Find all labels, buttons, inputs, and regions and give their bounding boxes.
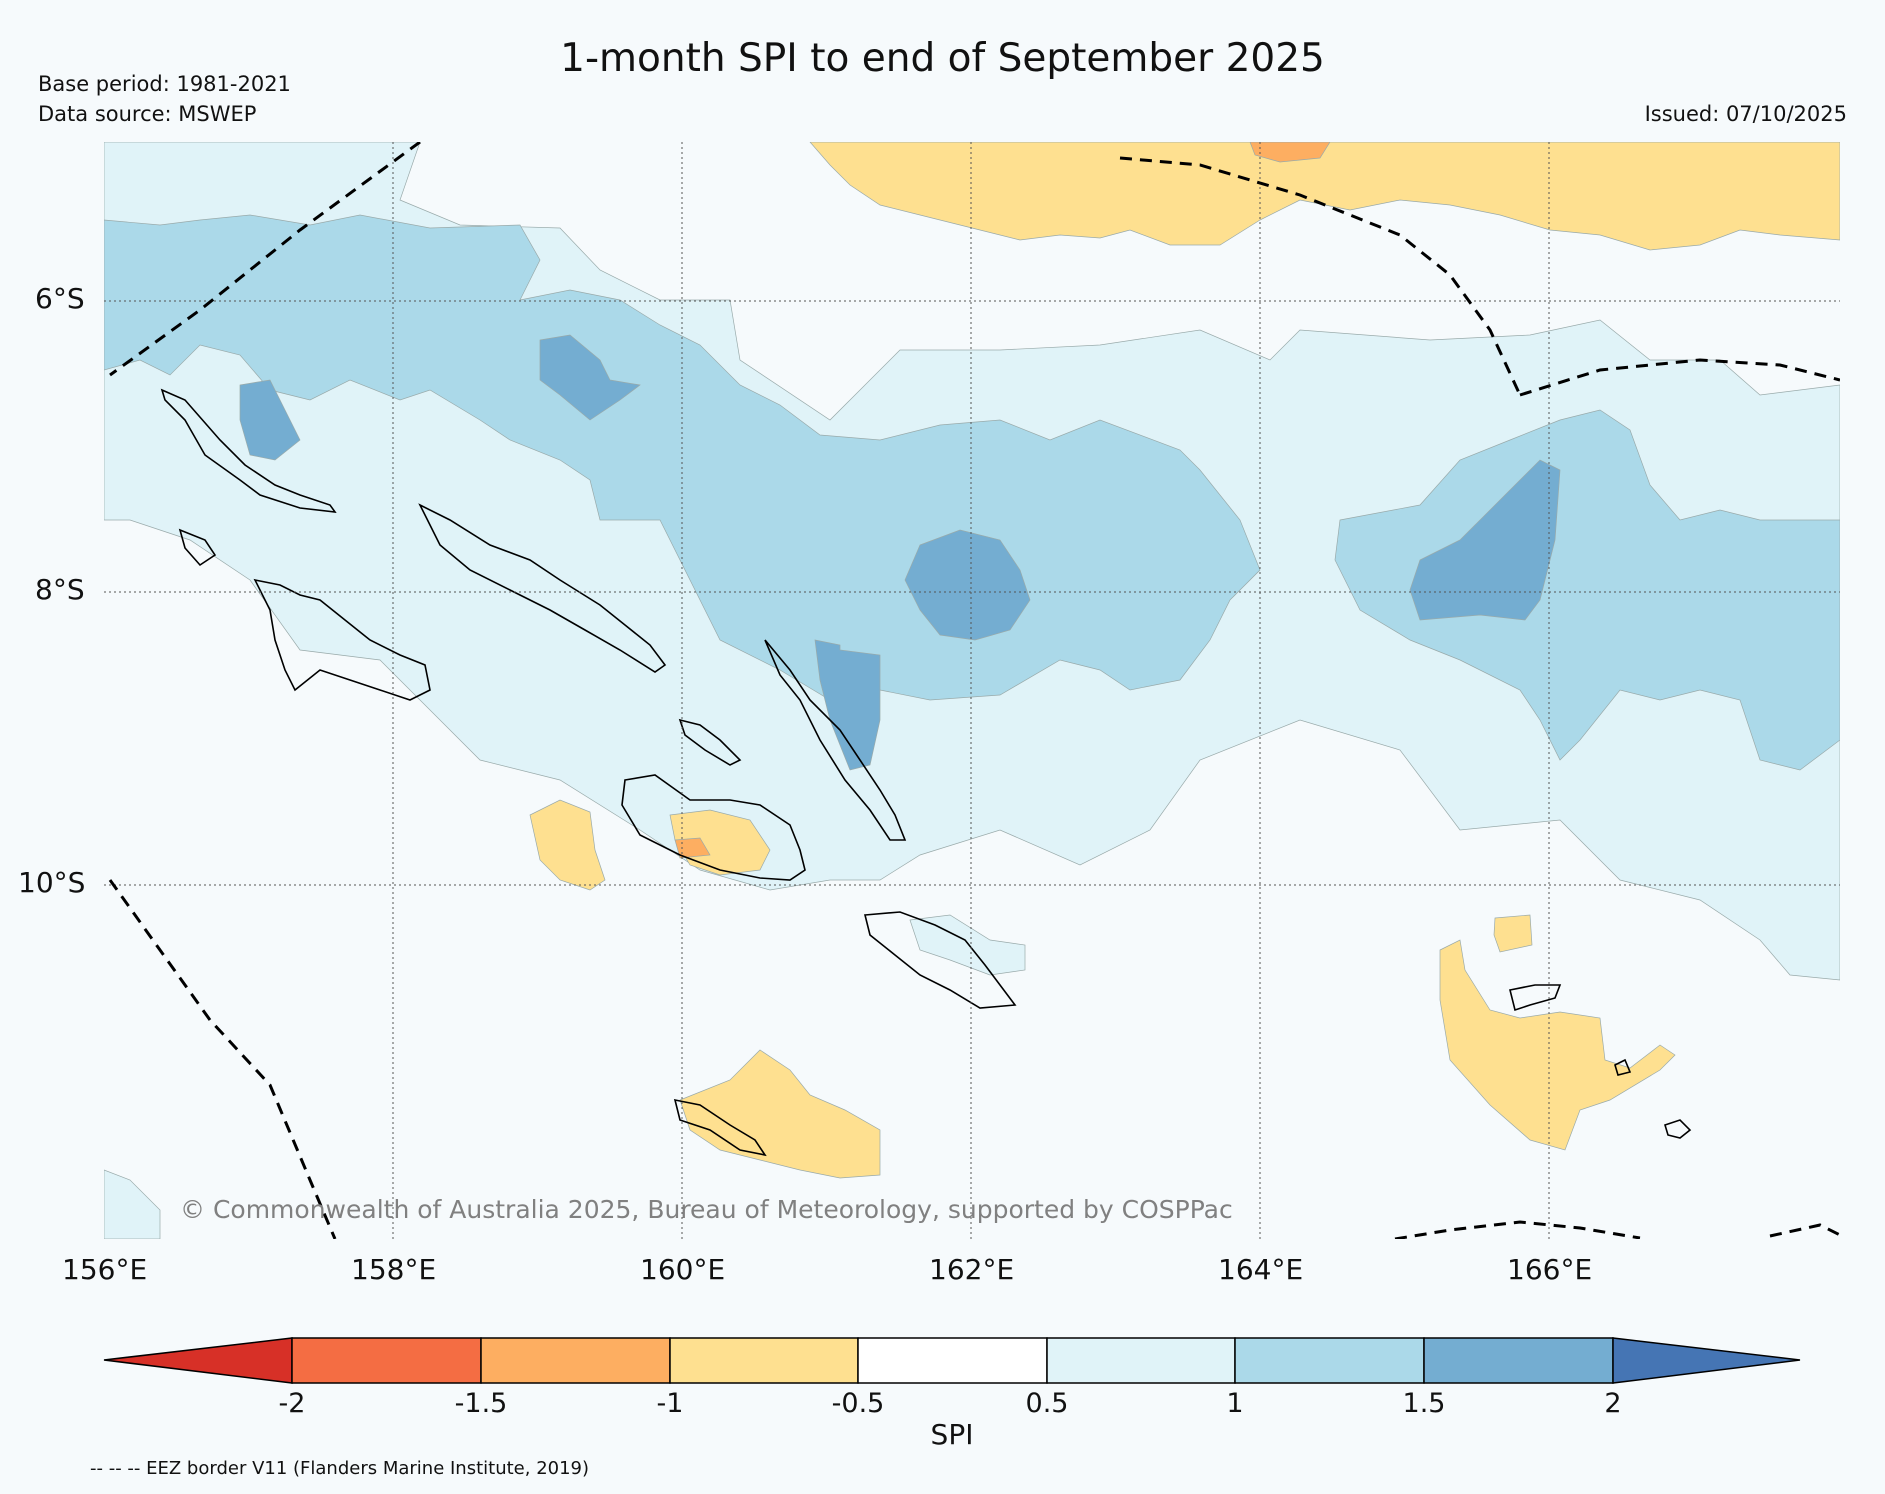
island-malaita	[764, 639, 907, 841]
colorbar-tick: 1	[1226, 1388, 1244, 1419]
colorbar-segment-7	[1423, 1337, 1614, 1384]
colorbar-tick: -1.5	[454, 1388, 508, 1419]
island-makira	[863, 911, 1017, 1009]
copyright-notice: © Commonwealth of Australia 2025, Bureau…	[180, 1195, 1233, 1224]
spi-band-1-1.5-east	[1334, 409, 1840, 771]
colorbar-extend-high	[1612, 1337, 1801, 1384]
spi-band-minus1-minus0.5-southwest	[679, 1049, 881, 1179]
data-source: Data source: MSWEP	[38, 102, 257, 126]
lat-label-8s: 8°S	[35, 573, 85, 606]
spi-band-minus1-minus0.5-small	[1493, 914, 1533, 953]
eez-legend-note: -- -- -- EEZ border V11 (Flanders Marine…	[90, 1458, 590, 1479]
spi-band-minus1.5-minus1-centre	[674, 837, 711, 859]
island-santa-isabel	[418, 503, 667, 673]
spi-band-minus1.5-minus1-north	[1249, 142, 1331, 163]
spi-band-1.5-2-north	[539, 334, 641, 421]
base-period: Base period: 1981-2021	[38, 72, 291, 96]
island-bougainville	[160, 388, 337, 513]
lon-label-158e: 158°E	[351, 1253, 437, 1286]
coastlines	[160, 388, 1692, 1157]
island-choiseul	[178, 528, 217, 567]
eez-borders	[108, 142, 1840, 1239]
colorbar-tick: 2	[1604, 1388, 1622, 1419]
colorbar-label: SPI	[930, 1418, 974, 1451]
island-santa-cruz	[1509, 984, 1562, 1012]
spi-band-minus1-minus0.5-southeast	[1439, 939, 1676, 1151]
colorbar-tick: -0.5	[831, 1388, 885, 1419]
colorbar-tick: -1	[656, 1388, 684, 1419]
island-new-georgia	[253, 578, 431, 701]
colorbar-extend-low	[103, 1337, 293, 1384]
issued-date: Issued: 07/10/2025	[1644, 102, 1847, 126]
spi-band-1.5-2-central	[904, 529, 1031, 641]
lon-label-156e: 156°E	[62, 1253, 148, 1286]
lon-label-166e: 166°E	[1507, 1253, 1593, 1286]
island-florida	[678, 718, 742, 766]
colorbar-segment-3	[669, 1337, 859, 1384]
island-vanikoro	[1664, 1119, 1692, 1139]
colorbar-tick: -2	[278, 1388, 306, 1419]
colorbar-tick: 0.5	[1025, 1388, 1069, 1419]
lat-label-6s: 6°S	[35, 282, 85, 315]
colorbar-segment-2	[480, 1337, 671, 1384]
graticule	[104, 142, 1840, 1239]
spi-band-0.5-1-corner	[104, 1169, 161, 1239]
colorbar-segment-5	[1046, 1337, 1236, 1384]
island-utupua	[1614, 1058, 1632, 1076]
island-guadalcanal	[621, 774, 806, 881]
spi-band-1.5-2-west	[239, 379, 301, 461]
colorbar-segment-1	[291, 1337, 482, 1384]
spi-band-minus1-minus0.5-north	[809, 142, 1840, 251]
spi-band-0.5-1-south	[909, 914, 1026, 976]
map-title: 1-month SPI to end of September 2025	[560, 36, 1325, 81]
lon-label-164e: 164°E	[1218, 1253, 1304, 1286]
spi-band-1.5-2-east	[1409, 459, 1561, 621]
lon-label-162e: 162°E	[929, 1253, 1015, 1286]
colorbar-segment-6	[1234, 1337, 1425, 1384]
lon-label-160e: 160°E	[640, 1253, 726, 1286]
colorbar	[103, 1337, 1801, 1384]
island-rennell	[673, 1098, 767, 1157]
colorbar-tick: 1.5	[1402, 1388, 1446, 1419]
spi-band-minus1-minus0.5-west	[529, 799, 606, 891]
lat-label-10s: 10°S	[18, 866, 86, 899]
colorbar-segment-4	[857, 1337, 1048, 1384]
spi-band-1.5-2-south	[814, 639, 881, 771]
